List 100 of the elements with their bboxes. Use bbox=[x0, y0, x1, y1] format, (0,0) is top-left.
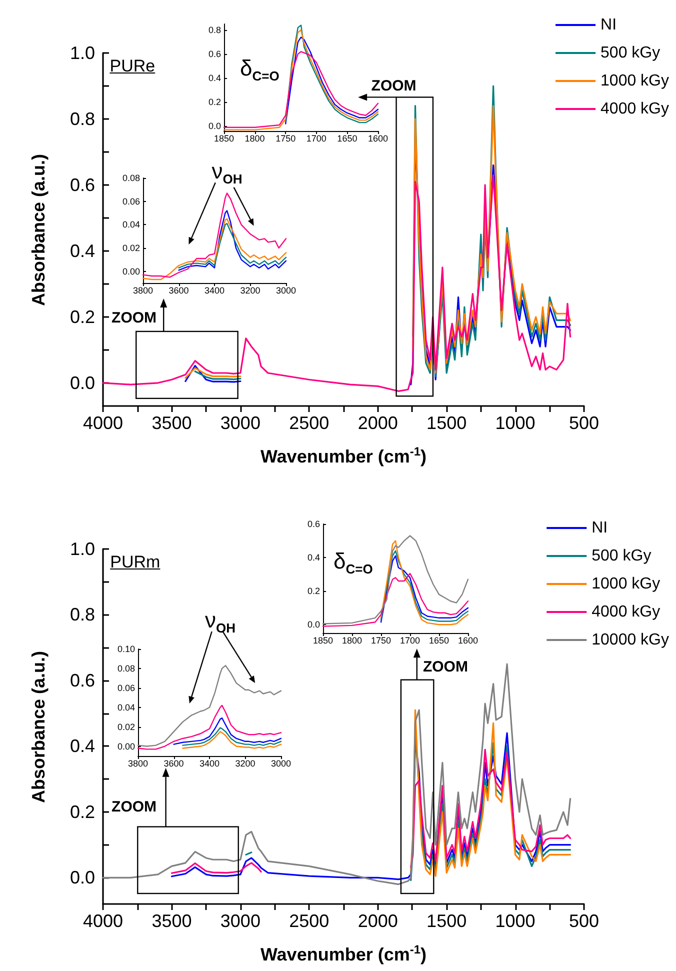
legend-label: 500 kGy bbox=[592, 548, 652, 564]
x-axis-title: Wavenumber (cm$^{-1}$) bbox=[260, 444, 427, 468]
y-tick-label: 0.0 bbox=[208, 121, 221, 132]
y-tick-label: 0.6 bbox=[307, 519, 320, 529]
y-axis-title: Absorbance (a.u.) bbox=[28, 650, 50, 803]
x-tick-label: 1700 bbox=[306, 134, 326, 144]
x-tick-label: 3000 bbox=[220, 413, 260, 433]
x-tick-label: 1850 bbox=[312, 636, 334, 646]
y-tick-label: 0.4 bbox=[70, 240, 95, 261]
annotation: ν$_{OH}$ bbox=[204, 607, 236, 636]
legend-label: 500 kGy bbox=[600, 44, 660, 62]
annotation: ZOOM bbox=[112, 309, 157, 326]
x-tick-label: 1650 bbox=[428, 636, 450, 646]
x-tick-label: 2500 bbox=[289, 413, 330, 433]
line-series bbox=[178, 222, 287, 268]
x-tick-label: 1600 bbox=[458, 636, 478, 646]
y-tick-label: 0.08 bbox=[117, 663, 135, 674]
annotation: ZOOM bbox=[112, 798, 157, 816]
y-tick-label: 0.6 bbox=[208, 49, 221, 60]
y-tick-label: 1.0 bbox=[70, 43, 95, 63]
annotation: PURm bbox=[110, 552, 160, 572]
x-tick-label: 3500 bbox=[152, 911, 192, 931]
line-series bbox=[142, 218, 287, 280]
x-tick-label: 500 bbox=[568, 413, 600, 433]
annotation: ν$_{OH}$ bbox=[212, 158, 242, 188]
x-tick-label: 4000 bbox=[82, 911, 124, 931]
y-tick-label: 0.0 bbox=[70, 372, 95, 393]
line-series bbox=[322, 535, 469, 624]
y-tick-label: 0.2 bbox=[208, 97, 221, 108]
y-tick-label: 0.8 bbox=[70, 108, 95, 129]
y-tick-label: 0.06 bbox=[122, 196, 140, 206]
line-series bbox=[173, 717, 282, 745]
line-series bbox=[410, 709, 572, 877]
x-tick-label: 3400 bbox=[199, 758, 220, 768]
annotation: δ$_{C=O}$ bbox=[333, 548, 373, 576]
y-tick-label: 0.0 bbox=[70, 868, 95, 888]
y-tick-label: 0.0 bbox=[307, 620, 320, 630]
line-series bbox=[182, 727, 282, 746]
x-tick-label: 3500 bbox=[152, 413, 192, 433]
y-tick-label: 0.00 bbox=[122, 266, 140, 276]
legend-label: 4000 kGy bbox=[600, 100, 669, 118]
legend-label: 4000 kGy bbox=[592, 604, 660, 620]
x-tick-label: 3600 bbox=[168, 286, 189, 296]
annotation: PURe bbox=[110, 56, 156, 76]
x-tick-label: 1000 bbox=[495, 911, 536, 931]
y-tick-label: 0.04 bbox=[122, 220, 140, 230]
line-series bbox=[178, 210, 287, 271]
y-tick-label: 0.02 bbox=[122, 243, 140, 253]
x-tick-label: 1750 bbox=[370, 636, 392, 646]
x-tick-label: 1600 bbox=[368, 134, 388, 144]
y-tick-label: 0.06 bbox=[117, 682, 135, 693]
y-tick-label: 0.6 bbox=[70, 670, 95, 690]
x-tick-label: 1700 bbox=[400, 636, 420, 646]
y-axis-title: Absorbance (a.u.) bbox=[28, 153, 50, 306]
x-tick-label: 2000 bbox=[358, 413, 398, 433]
y-tick-label: 0.02 bbox=[117, 722, 135, 732]
x-tick-label: 3400 bbox=[204, 286, 225, 296]
y-tick-label: 0.4 bbox=[70, 736, 95, 756]
annotation: ZOOM bbox=[422, 658, 468, 676]
legend-label: NI bbox=[600, 16, 617, 34]
y-tick-label: 0.00 bbox=[117, 741, 135, 752]
x-tick-label: 1000 bbox=[495, 413, 536, 433]
y-tick-label: 0.6 bbox=[70, 174, 95, 195]
annotation: ZOOM bbox=[371, 77, 416, 94]
x-tick-label: 1850 bbox=[214, 134, 234, 144]
y-tick-label: 1.0 bbox=[70, 539, 95, 559]
x-tick-label: 3600 bbox=[164, 758, 184, 768]
line-series bbox=[380, 540, 469, 626]
legend-label: 1000 kGy bbox=[592, 576, 660, 592]
y-tick-label: 0.2 bbox=[70, 306, 95, 327]
legend-label: 1000 kGy bbox=[600, 72, 669, 90]
x-tick-label: 500 bbox=[568, 911, 600, 931]
x-tick-label: 1500 bbox=[426, 413, 467, 433]
line-series bbox=[137, 664, 282, 747]
annotation: δ$_{C=O}$ bbox=[240, 54, 280, 84]
line-series bbox=[102, 663, 572, 886]
x-tick-label: 3800 bbox=[132, 286, 154, 296]
y-tick-label: 0.08 bbox=[122, 173, 140, 183]
y-tick-label: 0.2 bbox=[307, 586, 320, 596]
y-tick-label: 0.04 bbox=[117, 702, 135, 712]
line-series bbox=[182, 731, 282, 749]
line-series bbox=[142, 192, 287, 278]
x-tick-label: 1800 bbox=[244, 134, 265, 144]
legend-label: NI bbox=[592, 520, 608, 536]
x-axis-title: Wavenumber (cm$^{-1}$) bbox=[260, 942, 427, 966]
y-tick-label: 0.10 bbox=[117, 644, 135, 654]
x-tick-label: 4000 bbox=[82, 413, 124, 433]
x-tick-label: 2000 bbox=[358, 911, 398, 931]
x-tick-label: 3800 bbox=[128, 758, 148, 768]
y-tick-label: 0.4 bbox=[307, 552, 320, 563]
y-tick-label: 0.8 bbox=[208, 25, 221, 36]
y-tick-label: 0.8 bbox=[70, 604, 95, 625]
line-series bbox=[322, 572, 469, 627]
x-tick-label: 3200 bbox=[240, 286, 260, 296]
x-tick-label: 3000 bbox=[276, 286, 296, 296]
x-tick-label: 1750 bbox=[276, 134, 296, 144]
x-tick-label: 1650 bbox=[337, 134, 358, 144]
line-series bbox=[137, 704, 282, 750]
x-tick-label: 1500 bbox=[426, 911, 467, 931]
x-tick-label: 3000 bbox=[270, 758, 292, 768]
